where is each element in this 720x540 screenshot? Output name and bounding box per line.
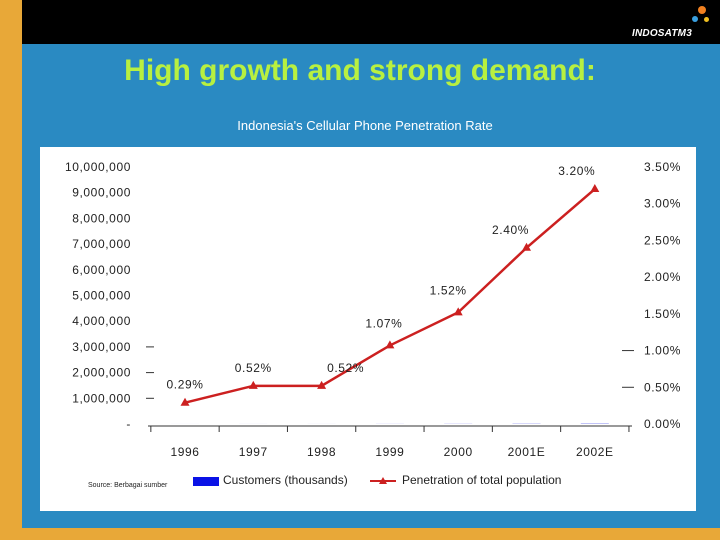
data-label-2001E: 2.40%	[492, 223, 529, 237]
data-label-2002E: 3.20%	[558, 164, 595, 178]
left-accent-stripe	[0, 0, 22, 540]
data-label-1996: 0.29%	[166, 378, 203, 392]
left-tick-label: 9,000,000	[72, 186, 131, 200]
legend-label-customers: Customers (thousands)	[223, 473, 348, 487]
line-marker-1996	[180, 397, 190, 406]
data-label-1999: 1.07%	[365, 316, 402, 330]
x-tick-label: 2001E	[508, 445, 546, 459]
left-tick-label: 6,000,000	[72, 263, 131, 277]
right-tick-label: 0.50%	[644, 380, 681, 394]
left-tick-label: 10,000,000	[65, 160, 131, 174]
x-tick-label: 1998	[307, 445, 336, 459]
legend-triangle-marker-icon	[379, 477, 387, 484]
right-tick-label: 1.50%	[644, 307, 681, 321]
left-tick-label: 3,000,000	[72, 340, 131, 354]
right-tick-label: 1.00%	[644, 344, 681, 358]
legend: Customers (thousands) Penetration of tot…	[193, 473, 561, 487]
line-marker-1997	[248, 380, 258, 389]
line-series: 0.29% 0.52% 0.52% 1.07% 1.52% 2.40% 3.20%	[166, 164, 600, 406]
left-tick-label: 7,000,000	[72, 237, 131, 251]
left-tick-label: 8,000,000	[72, 211, 131, 225]
x-tick-label: 2002E	[576, 445, 614, 459]
data-label-1998: 0.52%	[327, 361, 364, 375]
bottom-accent-stripe	[0, 528, 720, 540]
left-axis: - 1,000,000 2,000,000 3,000,000 4,000,000 5,0…	[65, 160, 154, 431]
right-axis: 0.00% 0.50% 1.00% 1.50% 2.00% 2.50% 3.00% 3.50%	[622, 160, 681, 431]
right-tick-label: 2.00%	[644, 270, 681, 284]
x-tick-label: 1999	[375, 445, 404, 459]
line-marker-1999	[385, 340, 395, 349]
legend-label-penetration: Penetration of total population	[402, 473, 561, 487]
chart-title: Indonesia's Cellular Phone Penetration R…	[237, 118, 493, 133]
logo-dot-yellow-icon	[704, 17, 709, 22]
logo-text: INDOSATM3	[632, 28, 692, 39]
line-marker-2001E	[522, 242, 531, 251]
source-note: Source: Berbagai sumber	[88, 482, 168, 489]
data-label-1997: 0.52%	[235, 361, 272, 375]
left-tick-label: 4,000,000	[72, 314, 131, 328]
left-tick-label: 2,000,000	[72, 366, 131, 380]
line-marker-2002E	[590, 184, 600, 193]
left-tick-label: 1,000,000	[72, 391, 131, 405]
line-marker-2000	[453, 307, 463, 316]
line-marker-1998	[317, 380, 327, 389]
chart-panel	[40, 147, 696, 511]
right-tick-label: 3.50%	[644, 160, 681, 174]
right-tick-label: 2.50%	[644, 233, 681, 247]
x-tick-label: 1996	[170, 445, 199, 459]
right-tick-label: 3.00%	[644, 197, 681, 211]
x-tick-labels: 1996 1997 1998 1999 2000 2001E 2002E	[170, 445, 613, 459]
top-bar	[0, 0, 720, 44]
logo-dot-orange-icon	[698, 6, 706, 14]
left-tick-label: -	[126, 417, 131, 431]
x-tick-label: 2000	[444, 445, 473, 459]
left-tick-label: 5,000,000	[72, 289, 131, 303]
right-tick-label: 0.00%	[644, 417, 681, 431]
indosat-logo: INDOSATM3	[632, 4, 718, 42]
x-tick-label: 1997	[239, 445, 268, 459]
slide-title: High growth and strong demand:	[124, 54, 596, 87]
logo-dot-blue-icon	[692, 16, 698, 22]
x-axis	[148, 425, 632, 432]
data-label-2000: 1.52%	[430, 283, 467, 297]
legend-bar-swatch	[193, 477, 219, 486]
